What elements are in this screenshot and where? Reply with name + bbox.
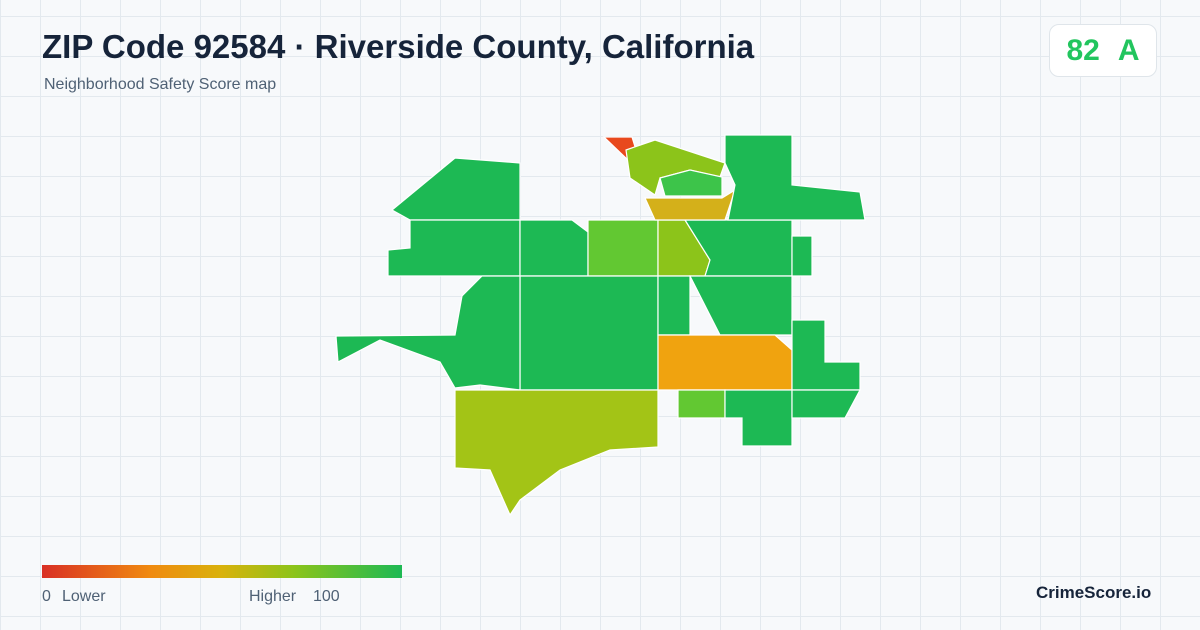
regions (335, 134, 866, 517)
region (791, 319, 861, 391)
score-badge: 82 A (1049, 24, 1157, 77)
region (644, 188, 737, 221)
legend-gradient (42, 565, 402, 578)
subtitle: Neighborhood Safety Score map (44, 76, 277, 93)
region (519, 275, 659, 391)
legend-max: 100 (313, 588, 340, 605)
region (657, 334, 793, 391)
region (454, 389, 659, 517)
legend-min-label: Lower (62, 588, 106, 605)
region (659, 169, 723, 197)
title: ZIP Code 92584 · Riverside County, Calif… (42, 28, 755, 65)
region (677, 389, 726, 419)
region (657, 275, 691, 336)
score-value: 82 (1066, 33, 1100, 67)
legend-max-label: Higher (249, 588, 297, 605)
region (519, 219, 589, 277)
region (791, 235, 813, 277)
score-grade: A (1117, 33, 1140, 67)
region (335, 275, 521, 391)
region (390, 157, 521, 221)
region (689, 275, 793, 336)
brand: CrimeScore.io (1036, 583, 1152, 602)
region (724, 134, 866, 221)
region (387, 219, 521, 277)
region (724, 389, 793, 447)
region (791, 389, 862, 419)
legend-min: 0 (42, 588, 51, 605)
region (587, 219, 659, 277)
